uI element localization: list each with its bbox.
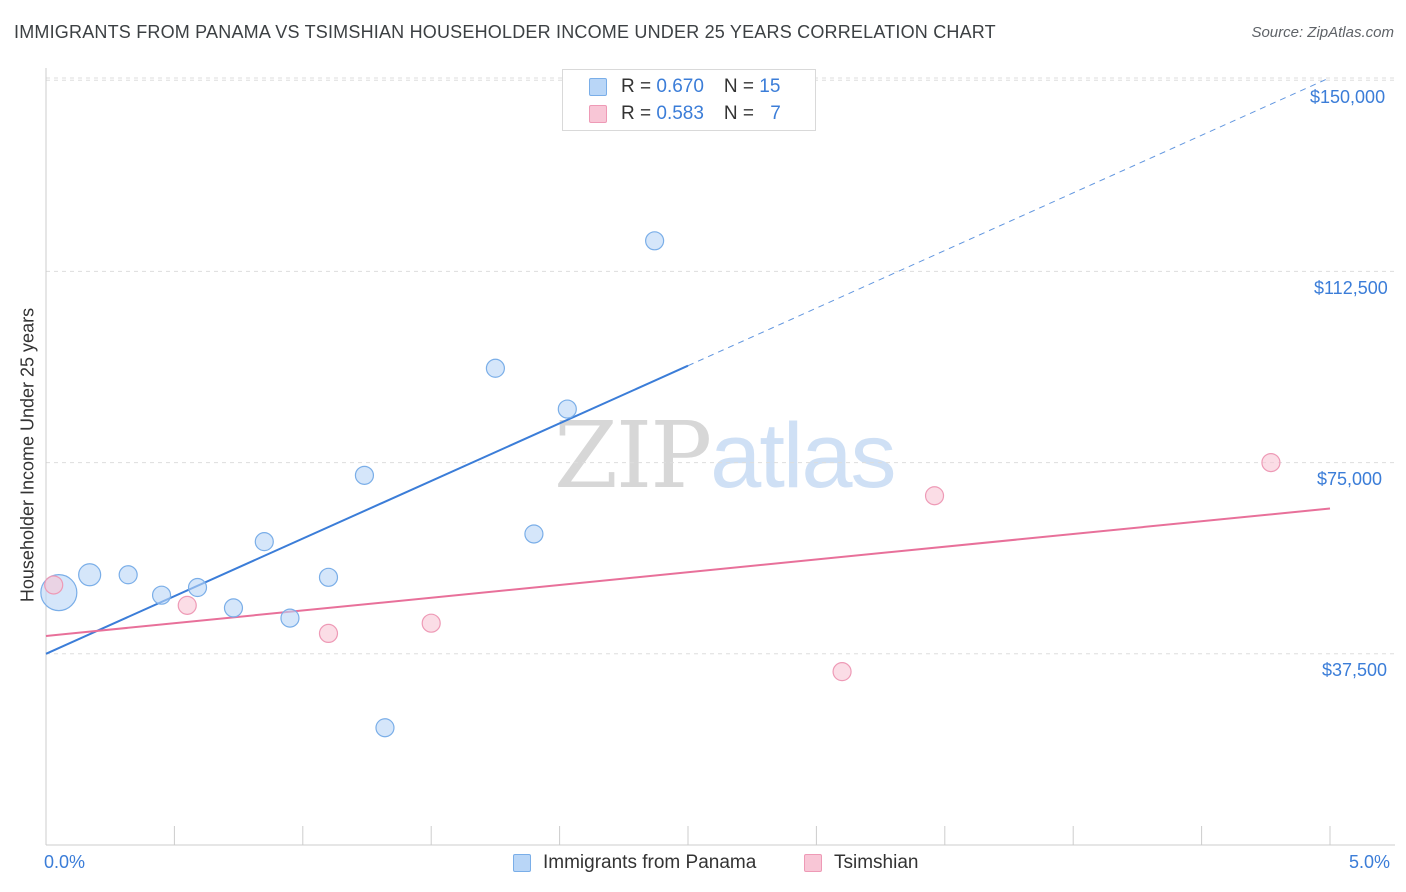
legend-n-label: N = — [723, 76, 760, 97]
data-point-panama — [78, 563, 102, 587]
legend-row-tsimshian: R = 0.583 N = 7 — [589, 102, 781, 126]
series-legend-tsimshian[interactable]: Tsimshian — [804, 852, 918, 874]
data-point-panama — [557, 399, 577, 419]
legend-r-label: R = — [621, 103, 657, 124]
data-point-tsimshian — [924, 486, 945, 506]
data-point-panama — [118, 565, 138, 585]
watermark-zip: ZIP — [554, 402, 712, 509]
data-point-panama — [375, 718, 395, 738]
x-tick-label-max: 5.0% — [1349, 852, 1391, 872]
legend-n-value: 15 — [759, 76, 781, 97]
trend-line-panama-extension — [687, 77, 1331, 367]
legend-row-panama: R = 0.670 N = 15 — [589, 75, 780, 99]
legend-n-value: 7 — [770, 103, 781, 124]
data-point-tsimshian — [44, 575, 64, 595]
watermark: ZIPatlas — [554, 402, 897, 509]
series-legend-panama[interactable]: Immigrants from Panama — [513, 852, 756, 874]
data-point-tsimshian — [832, 662, 852, 682]
data-point-panama — [223, 598, 244, 618]
legend-swatch-blue — [589, 78, 607, 96]
x-tick-label-min: 0.0% — [44, 852, 86, 872]
y-tick-label-150000: $150,000 — [1310, 87, 1386, 107]
legend-r-value: 0.670 — [656, 76, 704, 97]
axes — [45, 68, 1395, 846]
series-name: Tsimshian — [834, 852, 919, 873]
y-tick-label-37500: $37,500 — [1322, 660, 1388, 680]
y-tick-label-112500: $112,500 — [1314, 278, 1388, 298]
chart-title: IMMIGRANTS FROM PANAMA VS TSIMSHIAN HOUS… — [14, 22, 996, 42]
data-point-panama — [187, 577, 208, 598]
data-point-panama — [151, 585, 172, 605]
correlation-legend: R = 0.670 N = 15 R = 0.583 N = 7 — [562, 69, 816, 131]
source-label[interactable]: Source: ZipAtlas.com — [1251, 24, 1394, 41]
y-tick-label-75000: $75,000 — [1317, 469, 1383, 489]
data-point-panama — [354, 465, 375, 485]
trend-line-panama — [45, 364, 689, 655]
data-point-panama — [254, 532, 274, 552]
series-name: Immigrants from Panama — [543, 852, 757, 873]
data-point-panama — [645, 231, 665, 251]
data-point-panama — [280, 608, 300, 628]
data-point-panama — [485, 358, 505, 378]
legend-swatch-pink — [589, 105, 607, 123]
data-point-panama — [524, 524, 544, 544]
gridlines — [46, 77, 1395, 655]
data-point-tsimshian — [177, 595, 197, 615]
data-point-panama — [318, 567, 339, 587]
data-point-tsimshian — [1261, 452, 1281, 473]
legend-r-label: R = — [621, 76, 657, 97]
watermark-atlas: atlas — [710, 405, 896, 507]
y-axis-title: Householder Income Under 25 years — [17, 307, 38, 603]
legend-r-value: 0.583 — [656, 103, 704, 124]
data-point-tsimshian — [318, 623, 339, 644]
legend-n-label: N = — [723, 103, 760, 124]
data-points — [40, 231, 1281, 738]
legend-swatch-blue — [513, 854, 531, 872]
data-point-tsimshian — [421, 613, 441, 633]
legend-swatch-pink — [804, 854, 822, 872]
trend-lines — [45, 77, 1331, 655]
trend-line-tsimshian — [45, 507, 1331, 637]
